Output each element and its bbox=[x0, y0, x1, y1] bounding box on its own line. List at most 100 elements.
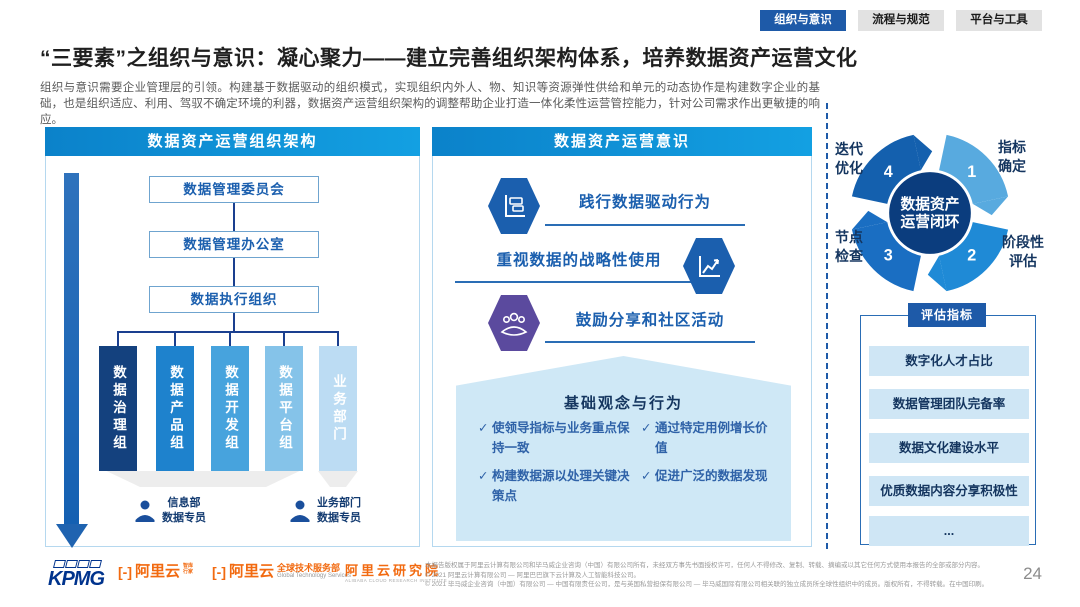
org-panel-header: 数据资产运营组织架构 bbox=[45, 127, 420, 156]
connector bbox=[283, 331, 285, 346]
growth-chart-icon bbox=[683, 238, 735, 294]
loop-center-text: 数据资产 bbox=[901, 195, 960, 213]
person-icon bbox=[290, 500, 310, 522]
loop-step-number: 3 bbox=[884, 247, 893, 265]
page-number: 24 bbox=[1023, 564, 1042, 583]
metric-item: 优质数据内容分享积极性 bbox=[869, 476, 1029, 506]
connector bbox=[233, 313, 235, 331]
alibaba-cloud-sub: 行家 bbox=[183, 569, 194, 575]
loop-center-circle bbox=[889, 172, 971, 254]
team-bar-governance: 数据治理组 bbox=[99, 346, 137, 471]
awareness-item-1-label: 践行数据驱动行为 bbox=[578, 194, 711, 211]
connector bbox=[337, 331, 339, 346]
role-line: 数据专员 bbox=[317, 512, 361, 524]
disclaimer: 本报告版权属于阿里云计算有限公司和毕马威企业咨询（中国）有限公司所有，未经双方事… bbox=[425, 561, 1010, 590]
awareness-item-3-label: 鼓励分享和社区活动 bbox=[575, 312, 725, 329]
gts-dept-label: 全球技术服务部 bbox=[277, 563, 341, 573]
team-bar-platform: 数据平台组 bbox=[265, 346, 303, 471]
foundation-checks-left: ✓ 使领导指标与业务重点保持一致 ✓ 构建数据源以处理关键决策点 bbox=[478, 418, 630, 514]
underline bbox=[455, 281, 707, 283]
loop-segment-4 bbox=[851, 134, 922, 205]
underline bbox=[545, 341, 755, 343]
down-arrow-icon bbox=[64, 173, 79, 525]
check-item: ✓ 促进广泛的数据发现 bbox=[641, 469, 768, 483]
disclaimer-line: 本报告版权属于阿里云计算有限公司和毕马威企业咨询（中国）有限公司所有，未经双方事… bbox=[425, 562, 984, 569]
alibaba-cloud-logo-icon: [-] bbox=[118, 564, 132, 580]
alibaba-cloud-wordmark: 阿里云 bbox=[229, 563, 275, 580]
loop-arrow bbox=[972, 196, 1009, 216]
team-bar-development: 数据开发组 bbox=[211, 346, 249, 471]
metric-item: ... bbox=[869, 516, 1029, 546]
alibaba-cloud-gts-logo: [-] 阿里云 全球技术服务部 Global Technology Servic… bbox=[212, 563, 351, 581]
connector bbox=[118, 331, 339, 333]
loop-center-text: 运营闭环 bbox=[901, 212, 960, 230]
kpmg-logo: KPMG bbox=[48, 560, 105, 591]
foundation-title: 基础观念与行为 bbox=[563, 395, 683, 412]
metric-item: 数据管理团队完备率 bbox=[869, 389, 1029, 419]
connector bbox=[233, 258, 235, 286]
connector bbox=[233, 203, 235, 231]
role-business-dept: 业务部门 数据专员 bbox=[289, 496, 361, 526]
role-info-dept: 信息部 数据专员 bbox=[134, 496, 206, 526]
connector bbox=[174, 331, 176, 346]
underline bbox=[545, 224, 745, 226]
awareness-item-2-label: 重视数据的战略性使用 bbox=[496, 252, 662, 269]
loop-segment-3 bbox=[851, 221, 922, 292]
down-arrow-head-icon bbox=[56, 524, 88, 548]
community-icon bbox=[488, 295, 540, 351]
tab-organization-awareness[interactable]: 组织与意识 bbox=[760, 10, 846, 31]
connector bbox=[117, 331, 119, 346]
dashed-divider bbox=[826, 103, 828, 549]
foundation-shape: 基础观念与行为 ✓ 使领导指标与业务重点保持一致 ✓ 构建数据源以处理关键决策点… bbox=[456, 356, 791, 541]
role-line: 数据专员 bbox=[162, 512, 206, 524]
kpmg-flags-icon bbox=[53, 560, 104, 568]
org-box-execution: 数据执行组织 bbox=[149, 286, 319, 313]
loop-step-number: 4 bbox=[884, 163, 893, 181]
loop-step-number: 2 bbox=[967, 247, 976, 265]
shadow-shape bbox=[318, 471, 358, 487]
loop-segment-1 bbox=[938, 134, 1009, 205]
check-item: ✓ 构建数据源以处理关键决策点 bbox=[478, 469, 630, 503]
check-item: ✓ 通过特定用例增长价值 bbox=[641, 421, 768, 455]
loop-step-number: 1 bbox=[967, 163, 976, 181]
role-line: 信息部 bbox=[167, 497, 201, 509]
alibaba-cloud-logo: [-] 阿里云 智库 行家 bbox=[118, 563, 193, 581]
disclaimer-line: © 2021 阿里云计算有限公司 — 阿里巴巴旗下云计算及人工智能科技公司。 bbox=[425, 571, 640, 579]
loop-segment-2 bbox=[938, 221, 1009, 292]
loop-label-evaluate: 阶段性 评估 bbox=[1002, 234, 1044, 269]
connector bbox=[229, 331, 231, 346]
page-title: “三要素”之组织与意识：凝心聚力——建立完善组织架构体系，培养数据资产运营文化 bbox=[40, 47, 858, 70]
tab-platform-tools[interactable]: 平台与工具 bbox=[956, 10, 1042, 31]
loop-arrow bbox=[927, 255, 947, 292]
intro-paragraph: 组织与意识需要企业管理层的引领。构建基于数据驱动的组织模式，实现组织内外人、物、… bbox=[40, 82, 820, 126]
org-box-office: 数据管理办公室 bbox=[149, 231, 319, 258]
metric-item: 数据文化建设水平 bbox=[869, 433, 1029, 463]
role-line: 业务部门 bbox=[317, 497, 361, 509]
shadow-shape bbox=[106, 471, 300, 487]
loop-arrow bbox=[913, 134, 933, 171]
team-bar-business: 业务部门 bbox=[319, 346, 357, 471]
metric-item: 数字化人才占比 bbox=[869, 346, 1029, 376]
awareness-panel: 数据资产运营意识 践行数据驱动行为 重视数据的战略性使用 bbox=[432, 127, 812, 547]
foundation-checks-right: ✓ 通过特定用例增长价值 ✓ 促进广泛的数据发现 bbox=[641, 418, 771, 494]
tab-process-standards[interactable]: 流程与规范 bbox=[858, 10, 944, 31]
loop-label-define: 指标 确定 bbox=[998, 139, 1026, 174]
person-icon bbox=[135, 500, 155, 522]
awareness-panel-header: 数据资产运营意识 bbox=[432, 127, 812, 156]
loop-label-checkpoint: 节点 检查 bbox=[835, 229, 863, 264]
operation-loop-diagram: 1 2 3 4 数据资产 运营闭环 bbox=[851, 134, 1009, 292]
disclaimer-line: © 2021 毕马威企业咨询（中国）有限公司 — 中国有限责任公司，是与英国私营… bbox=[425, 581, 989, 588]
org-structure-panel: 数据资产运营组织架构 数据管理委员会 数据管理办公室 数据执行组织 数据治理组 … bbox=[45, 127, 420, 548]
evaluation-badge: 评估指标 bbox=[908, 303, 986, 327]
org-box-committee: 数据管理委员会 bbox=[149, 176, 319, 203]
research-wordmark: 阿里云研究院 bbox=[345, 563, 442, 578]
alibaba-cloud-sub: 智库 bbox=[183, 563, 194, 569]
gts-sub-label: Global Technology Services bbox=[277, 573, 351, 579]
research-sub-label: ALIBABA CLOUD RESEARCH INSTITUTE bbox=[345, 578, 448, 583]
team-bar-product: 数据产品组 bbox=[156, 346, 194, 471]
alibaba-cloud-wordmark: 阿里云 bbox=[135, 563, 181, 580]
loop-arrow bbox=[851, 210, 888, 230]
data-driven-icon bbox=[488, 178, 540, 234]
evaluation-metrics-box: 数字化人才占比 数据管理团队完备率 数据文化建设水平 优质数据内容分享积极性 .… bbox=[860, 315, 1036, 546]
